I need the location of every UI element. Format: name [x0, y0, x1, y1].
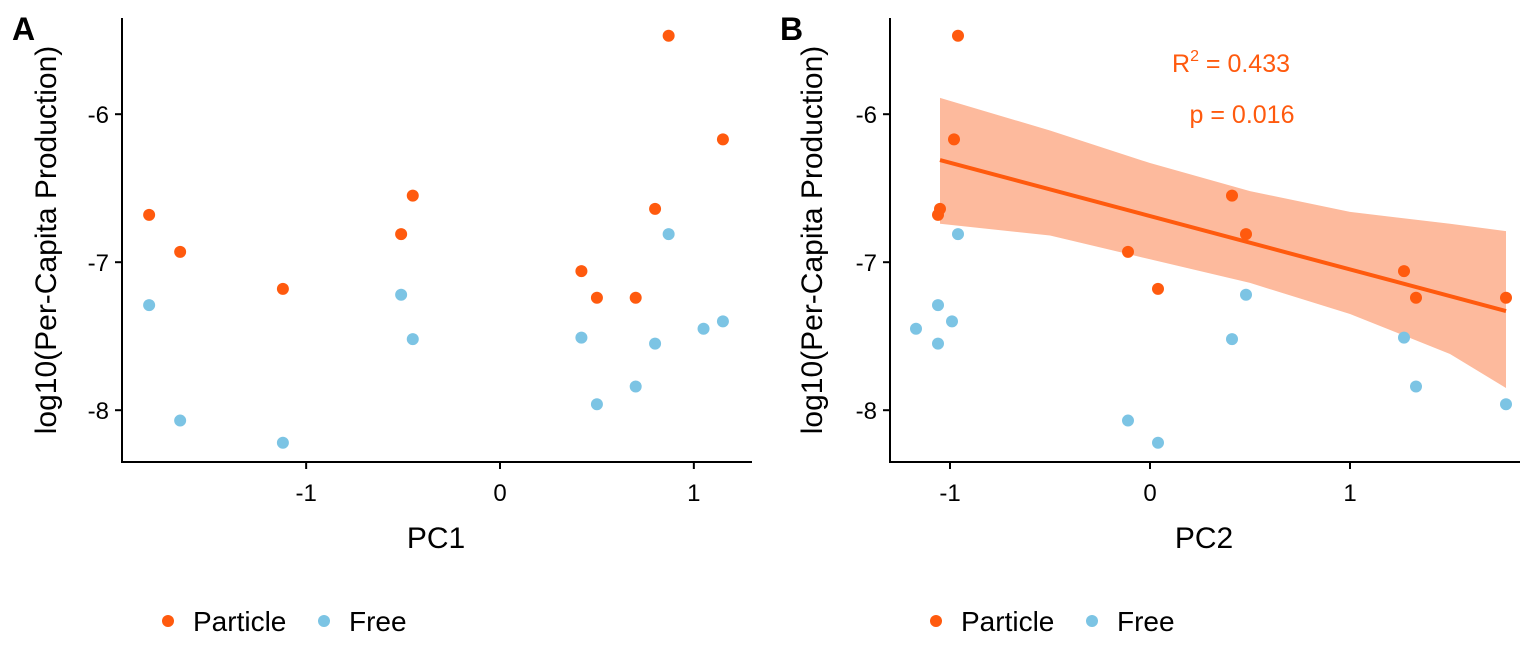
y-tick-label: -8 — [88, 398, 109, 425]
y-axis-title: log10(Per-Capita Production) — [30, 46, 63, 435]
x-tick-label: 1 — [687, 480, 700, 507]
data-point-free — [952, 228, 964, 241]
fit-line — [939, 158, 1507, 313]
data-point-free — [1500, 398, 1512, 411]
y-tick-label: -6 — [88, 102, 109, 129]
legend-free-label: Free — [1117, 606, 1175, 637]
data-point-free — [1240, 288, 1252, 301]
y-tick-label: -7 — [88, 250, 109, 277]
data-point-free — [1122, 414, 1134, 427]
data-point-particle — [1240, 228, 1252, 241]
data-point-free — [932, 337, 944, 350]
legend-a: Particle Free — [162, 606, 407, 637]
r-squared-value: = 0.433 — [1199, 50, 1290, 78]
regression-line — [939, 158, 1507, 313]
confidence-band-area — [940, 97, 1506, 389]
legend-b: Particle Free — [930, 606, 1175, 637]
data-point-free — [946, 315, 958, 328]
data-point-particle — [174, 245, 187, 258]
y-axis-title: log10(Per-Capita Production) — [796, 46, 829, 435]
data-point-free — [932, 299, 944, 312]
data-point-free — [716, 315, 729, 328]
x-tick-label: 0 — [1143, 480, 1156, 507]
x-axis-title: PC2 — [1175, 522, 1233, 555]
panel-label: B — [780, 11, 803, 47]
data-point-free — [910, 322, 922, 335]
y-tick-label: -8 — [856, 398, 877, 425]
data-point-free — [697, 322, 710, 335]
y-tick-label: -6 — [856, 102, 877, 129]
ticks: -1 0 1 -6 -7 -8 — [88, 18, 752, 507]
data-point-particle — [662, 29, 675, 42]
p-value-annotation: p = 0.016 — [1190, 101, 1295, 129]
data-points — [910, 29, 1512, 449]
data-point-particle — [629, 291, 642, 304]
data-point-particle — [1122, 245, 1134, 258]
legend-free-swatch — [1086, 615, 1098, 627]
data-point-free — [1152, 436, 1164, 449]
x-axis-title: PC1 — [407, 522, 465, 555]
data-point-particle — [1500, 291, 1512, 304]
r-squared-symbol: R — [1172, 50, 1190, 78]
data-point-free — [174, 414, 187, 427]
data-point-particle — [952, 29, 964, 42]
data-points — [143, 29, 729, 449]
legend-free-swatch — [318, 615, 330, 627]
data-point-free — [1410, 380, 1422, 393]
legend-particle-label: Particle — [961, 606, 1054, 637]
data-point-particle — [1226, 189, 1238, 202]
data-point-particle — [575, 265, 588, 278]
data-point-particle — [276, 282, 289, 295]
data-point-particle — [590, 291, 603, 304]
panel-b: B log10(Per-Capita Production) PC2 -1 0 1-… — [780, 11, 1520, 555]
data-point-free — [590, 398, 603, 411]
x-tick-label: -1 — [295, 480, 316, 507]
panel-label: A — [12, 11, 35, 47]
data-point-particle — [932, 208, 944, 221]
data-point-free — [1226, 333, 1238, 346]
data-point-particle — [406, 189, 419, 202]
legend-particle-swatch — [930, 615, 942, 627]
data-point-free — [575, 331, 588, 344]
data-point-particle — [716, 133, 729, 146]
legend-particle-label: Particle — [193, 606, 286, 637]
data-point-particle — [1410, 291, 1422, 304]
data-point-free — [395, 288, 408, 301]
data-point-particle — [649, 202, 662, 215]
y-tick-label: -7 — [856, 250, 877, 277]
x-tick-label: 1 — [1343, 480, 1356, 507]
confidence-band — [940, 97, 1506, 389]
panel-a: A log10(Per-Capita Production) PC1 -1 0 1-… — [12, 11, 752, 555]
legend-free-label: Free — [349, 606, 407, 637]
legend-particle-swatch — [162, 615, 174, 627]
data-point-free — [276, 436, 289, 449]
r-squared-annotation: R2 = 0.433 — [1172, 48, 1290, 78]
r-squared-superscript: 2 — [1190, 48, 1199, 65]
data-point-particle — [1152, 282, 1164, 295]
x-tick-label: 0 — [493, 480, 506, 507]
data-point-particle — [395, 228, 408, 241]
data-point-free — [406, 333, 419, 346]
data-point-free — [649, 337, 662, 350]
x-tick-label: -1 — [939, 480, 960, 507]
data-point-free — [662, 228, 675, 241]
data-point-particle — [1398, 265, 1410, 278]
data-point-free — [629, 380, 642, 393]
data-point-free — [1398, 331, 1410, 344]
data-point-particle — [143, 208, 156, 221]
data-point-particle — [948, 133, 960, 146]
ticks: -1 0 1 -6 -7 -8 — [856, 18, 1520, 507]
data-point-free — [143, 299, 156, 312]
